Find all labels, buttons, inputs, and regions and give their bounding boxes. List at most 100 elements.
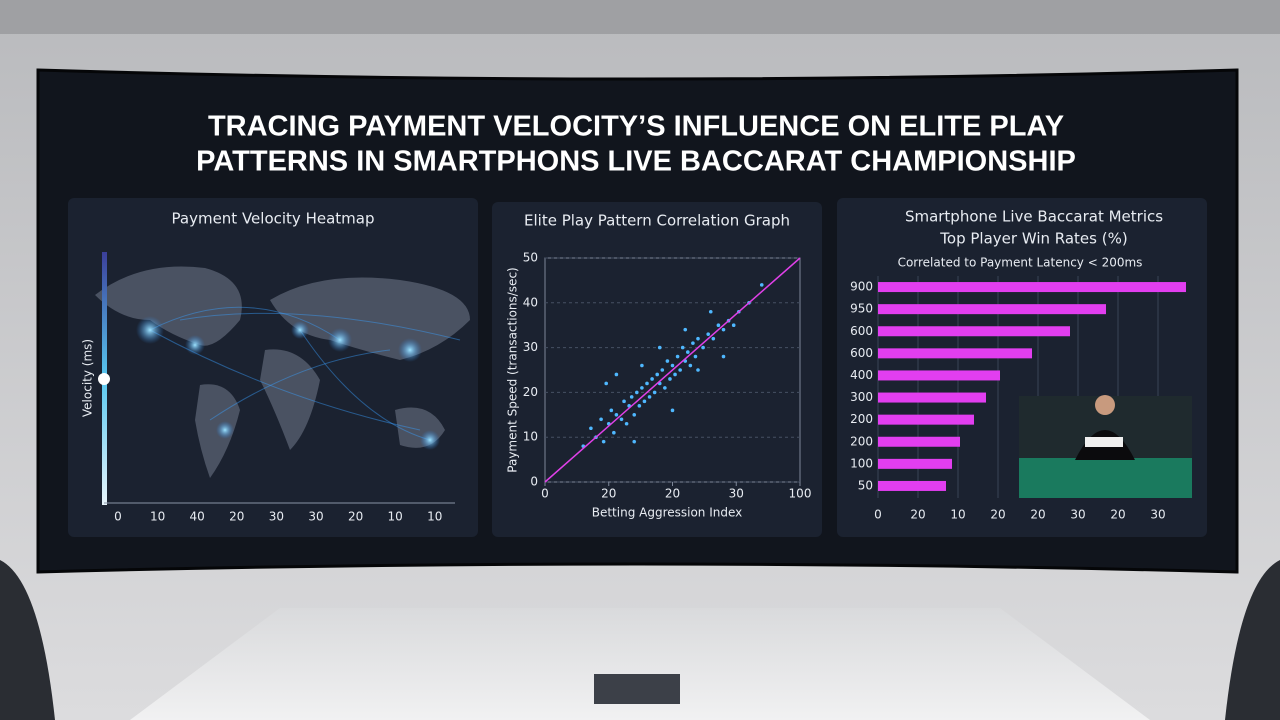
chart-title: Elite Play Pattern Correlation Graph	[524, 212, 790, 230]
x-tick-label: 10	[950, 508, 965, 522]
scatter-point	[619, 417, 624, 422]
scatter-point	[612, 430, 616, 435]
scatter-point	[663, 386, 667, 390]
y-tick-label: 950	[850, 302, 873, 316]
y-tick-label: 200	[850, 412, 873, 426]
scatter-point	[696, 368, 700, 372]
y-tick-label: 30	[523, 340, 538, 354]
bar	[878, 414, 974, 425]
chair	[1225, 560, 1280, 720]
y-tick-label: 50	[858, 478, 873, 492]
scatter-point	[614, 372, 619, 377]
y-axis-label: Payment Speed (transactions/sec)	[506, 267, 520, 472]
scatter-point	[708, 309, 713, 314]
bar	[878, 304, 1106, 315]
bar	[878, 282, 1186, 293]
scatter-point	[609, 408, 614, 413]
x-tick-label: 20	[229, 510, 244, 524]
scatter-point	[632, 413, 637, 417]
scatter-point	[759, 283, 764, 287]
chair	[0, 560, 55, 720]
scatter-point	[655, 372, 659, 377]
page-title: TRACING PAYMENT VELOCITY’S INFLUENCE ON …	[208, 111, 1064, 143]
y-tick-label: 0	[530, 475, 538, 489]
scatter-point	[693, 354, 698, 359]
chart-title: Top Player Win Rates (%)	[939, 230, 1127, 248]
scatter-point	[604, 381, 608, 386]
scatter-point	[680, 345, 685, 350]
x-tick-label: 20	[348, 510, 363, 524]
scatter-point	[675, 354, 680, 359]
scatter-point	[601, 439, 606, 444]
bar	[878, 480, 946, 491]
scatter-point	[721, 327, 726, 332]
panel	[492, 202, 822, 537]
scatter-point	[706, 332, 710, 336]
bar	[878, 348, 1032, 359]
x-tick-label: 100	[789, 487, 812, 501]
scatter-point	[637, 404, 642, 408]
x-tick-label: 10	[150, 510, 165, 524]
y-tick-label: 300	[850, 390, 873, 404]
bar	[878, 370, 1000, 381]
chart-title: Smartphone Live Baccarat Metrics	[905, 208, 1163, 226]
scatter-point	[650, 377, 654, 381]
slider-knob	[98, 373, 110, 385]
x-tick-label: 10	[388, 510, 403, 524]
map-glow	[136, 316, 440, 450]
y-tick-label: 10	[523, 430, 538, 444]
scatter-point	[645, 381, 649, 386]
y-tick-label: 600	[850, 346, 873, 360]
scatter-point	[647, 395, 652, 399]
y-tick-label: 900	[850, 280, 873, 294]
y-tick-label: 400	[850, 368, 873, 382]
bar	[878, 392, 986, 403]
x-tick-label: 20	[601, 487, 616, 501]
scatter-point	[657, 345, 662, 350]
x-tick-label: 20	[910, 508, 925, 522]
scatter-point	[673, 372, 677, 377]
x-tick-label: 30	[1150, 508, 1165, 522]
x-tick-label: 30	[269, 510, 284, 524]
scatter-point	[632, 439, 637, 444]
y-axis-label: Velocity (ms)	[81, 339, 95, 417]
scatter-point	[635, 390, 639, 395]
scatter-point	[678, 368, 682, 372]
x-tick-label: 0	[874, 508, 882, 522]
scatter-point	[652, 390, 657, 395]
scatter-point	[660, 368, 665, 372]
x-tick-label: 10	[427, 510, 442, 524]
scatter-point	[731, 323, 736, 328]
x-tick-label: 0	[114, 510, 122, 524]
scatter-point	[629, 395, 634, 399]
x-axis-label: Betting Aggression Index	[592, 506, 743, 520]
y-tick-label: 600	[850, 324, 873, 338]
y-tick-label: 200	[850, 434, 873, 448]
ceiling	[0, 0, 1280, 34]
scatter-point	[624, 421, 629, 426]
x-tick-label: 40	[190, 510, 205, 524]
chart-title: Payment Velocity Heatmap	[172, 210, 375, 228]
scatter-point	[668, 377, 672, 381]
scatter-point	[721, 354, 726, 359]
map-lights	[149, 306, 461, 441]
x-tick-label: 30	[729, 487, 744, 501]
y-tick-label: 20	[523, 385, 538, 399]
scatter-point	[688, 363, 693, 368]
x-tick-label: 20	[1110, 508, 1125, 522]
scatter-point	[640, 386, 644, 390]
scatter-point	[614, 413, 619, 417]
table-port	[594, 674, 680, 704]
y-tick-label: 50	[523, 251, 538, 265]
scatter-point	[670, 408, 675, 413]
page-title: PATTERNS IN SMARTPHONS LIVE BACCARAT CHA…	[196, 146, 1076, 178]
scatter-point	[622, 399, 626, 404]
x-tick-label: 30	[1070, 508, 1085, 522]
x-tick-label: 30	[308, 510, 323, 524]
x-tick-label: 20	[1030, 508, 1045, 522]
chart-subtitle: Correlated to Payment Latency < 200ms	[898, 256, 1143, 270]
scatter-point	[665, 359, 670, 363]
scatter-point	[711, 336, 716, 341]
dealer-photo	[1019, 395, 1192, 498]
